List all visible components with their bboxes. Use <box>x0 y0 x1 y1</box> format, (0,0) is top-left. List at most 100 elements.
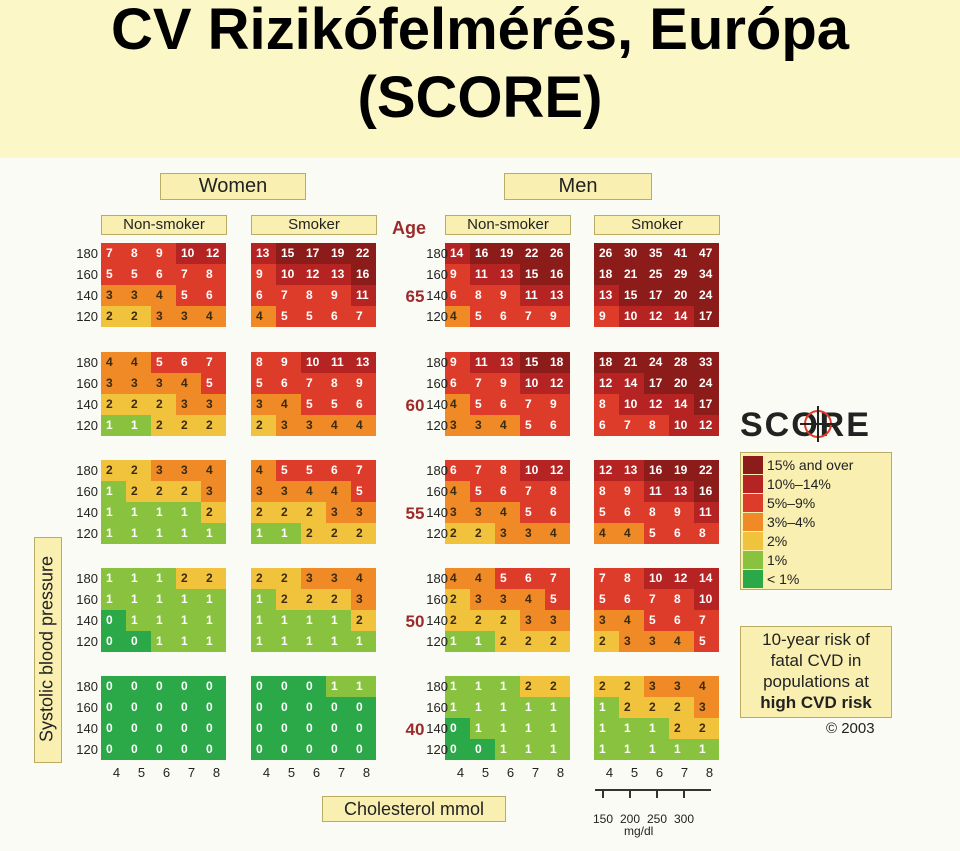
risk-cell: 3 <box>594 610 619 631</box>
risk-cell: 12 <box>644 394 669 415</box>
risk-cell: 1 <box>326 610 351 631</box>
risk-cell: 1 <box>151 589 176 610</box>
cholesterol-tick-label: 5 <box>630 765 639 780</box>
sbp-tick-label: 160 <box>426 376 448 391</box>
sbp-tick-label: 180 <box>426 679 448 694</box>
risk-cell: 4 <box>126 352 151 373</box>
risk-cell: 3 <box>644 676 669 697</box>
sbp-tick-label: 180 <box>76 679 98 694</box>
risk-cell: 1 <box>101 568 126 589</box>
risk-cell: 1 <box>151 523 176 544</box>
risk-cell: 0 <box>470 739 495 760</box>
risk-cell: 0 <box>201 718 226 739</box>
risk-cell: 1 <box>351 676 376 697</box>
risk-cell: 3 <box>151 373 176 394</box>
risk-cell: 0 <box>201 739 226 760</box>
risk-cell: 9 <box>251 264 276 285</box>
risk-cell: 22 <box>520 243 545 264</box>
risk-cell: 4 <box>495 415 520 436</box>
risk-cell: 4 <box>301 481 326 502</box>
risk-cell: 1 <box>126 523 151 544</box>
risk-cell: 2 <box>101 306 126 327</box>
risk-cell: 7 <box>545 568 570 589</box>
sbp-tick-label: 120 <box>426 418 448 433</box>
risk-cell: 0 <box>126 676 151 697</box>
risk-cell: 9 <box>351 373 376 394</box>
risk-cell: 9 <box>495 373 520 394</box>
risk-cell: 6 <box>351 394 376 415</box>
women-header: Women <box>160 173 306 200</box>
risk-cell: 2 <box>644 697 669 718</box>
y-axis-label: Systolic blood pressure <box>36 555 57 743</box>
risk-cell: 10 <box>644 568 669 589</box>
risk-cell: 1 <box>470 697 495 718</box>
risk-cell: 17 <box>644 373 669 394</box>
risk-cell: 19 <box>495 243 520 264</box>
sbp-tick-label: 180 <box>76 463 98 478</box>
risk-cell: 1 <box>619 718 644 739</box>
risk-cell: 4 <box>594 523 619 544</box>
risk-cell: 2 <box>251 502 276 523</box>
cholesterol-tick-label: 7 <box>187 765 196 780</box>
risk-cell: 1 <box>126 568 151 589</box>
risk-cell: 0 <box>176 697 201 718</box>
risk-cell: 2 <box>445 523 470 544</box>
risk-cell: 8 <box>545 481 570 502</box>
risk-cell: 3 <box>251 481 276 502</box>
risk-cell: 1 <box>644 718 669 739</box>
sbp-tick-label: 120 <box>76 526 98 541</box>
cholesterol-tick-label: 6 <box>312 765 321 780</box>
risk-cell: 3 <box>495 523 520 544</box>
risk-cell: 5 <box>126 264 151 285</box>
risk-cell: 1 <box>470 676 495 697</box>
risk-cell: 1 <box>619 739 644 760</box>
risk-cell: 0 <box>301 697 326 718</box>
risk-cell: 9 <box>594 306 619 327</box>
risk-cell: 5 <box>276 306 301 327</box>
sbp-tick-label: 140 <box>76 613 98 628</box>
mgdl-tick-label: 250 <box>647 812 668 826</box>
risk-cell: 4 <box>251 306 276 327</box>
risk-cell: 12 <box>201 243 226 264</box>
risk-cell: 6 <box>176 352 201 373</box>
risk-cell: 16 <box>545 264 570 285</box>
risk-cell: 2 <box>176 481 201 502</box>
legend-label: 5%–9% <box>767 495 816 511</box>
risk-cell: 2 <box>669 718 694 739</box>
age-label: 40 <box>405 720 425 739</box>
cholesterol-tick-label: 4 <box>456 765 465 780</box>
risk-cell: 0 <box>301 739 326 760</box>
cholesterol-tick-label: 7 <box>337 765 346 780</box>
risk-cell: 35 <box>644 243 669 264</box>
risk-cell: 2 <box>301 589 326 610</box>
risk-cell: 2 <box>545 676 570 697</box>
risk-cell: 2 <box>326 523 351 544</box>
risk-cell: 3 <box>470 415 495 436</box>
cholesterol-tick-label: 8 <box>362 765 371 780</box>
risk-cell: 7 <box>351 460 376 481</box>
sbp-tick-label: 180 <box>76 246 98 261</box>
risk-cell: 0 <box>326 718 351 739</box>
risk-cell: 6 <box>495 481 520 502</box>
risk-cell: 14 <box>669 394 694 415</box>
risk-cell: 6 <box>594 415 619 436</box>
risk-cell: 7 <box>101 243 126 264</box>
risk-cell: 3 <box>201 394 226 415</box>
risk-cell: 2 <box>669 697 694 718</box>
risk-cell: 6 <box>619 589 644 610</box>
risk-cell: 3 <box>201 481 226 502</box>
risk-cell: 8 <box>694 523 719 544</box>
sbp-tick-label: 180 <box>426 463 448 478</box>
risk-cell: 18 <box>594 352 619 373</box>
risk-cell: 2 <box>619 676 644 697</box>
sbp-tick-label: 140 <box>426 505 448 520</box>
risk-cell: 13 <box>351 352 376 373</box>
risk-cell: 14 <box>669 306 694 327</box>
risk-cell: 0 <box>251 697 276 718</box>
risk-cell: 0 <box>276 739 301 760</box>
sbp-tick-label: 120 <box>426 742 448 757</box>
risk-cell: 1 <box>470 631 495 652</box>
risk-cell: 2 <box>101 394 126 415</box>
risk-cell: 3 <box>644 631 669 652</box>
risk-cell: 11 <box>351 285 376 306</box>
